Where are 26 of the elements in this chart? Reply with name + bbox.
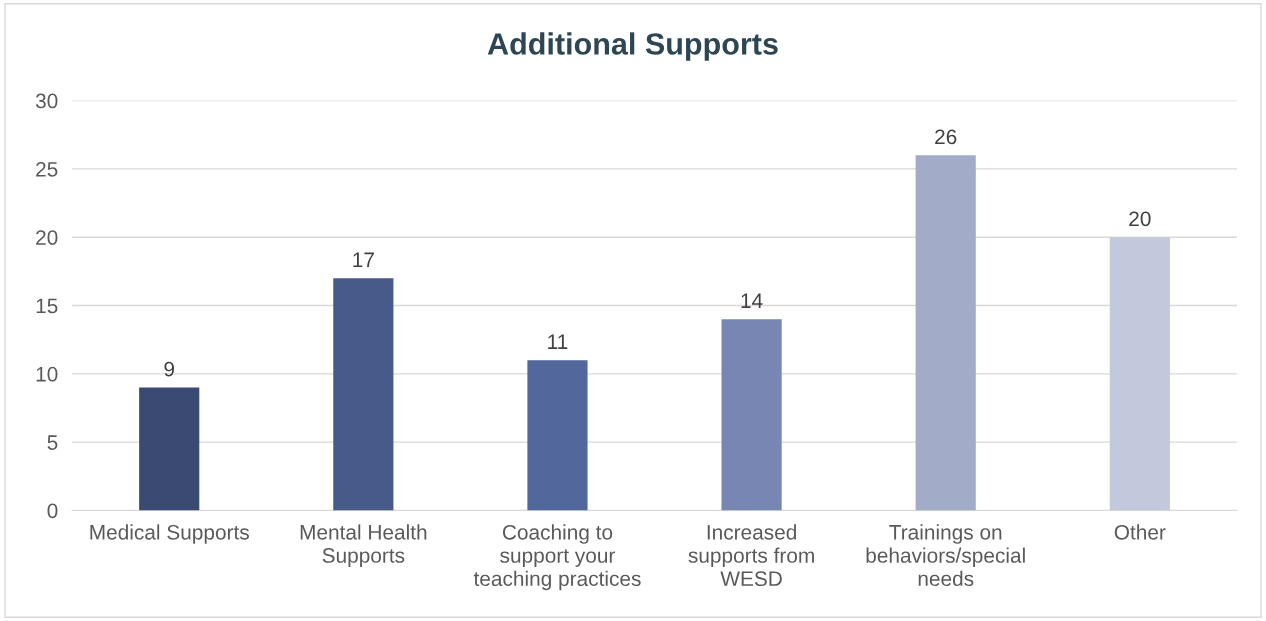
- y-tick-label: 20: [36, 230, 58, 245]
- data-label: 14: [741, 293, 763, 308]
- data-label: 20: [1129, 211, 1151, 227]
- data-label: 11: [548, 334, 568, 349]
- x-tick-label: Increased supports from WESD: [688, 524, 814, 587]
- chart-title: Additional Supports: [487, 32, 778, 61]
- y-tick-label: 25: [36, 161, 58, 177]
- x-tick-label: Mental Health Supports: [300, 524, 427, 567]
- y-tick-label: 0: [47, 503, 58, 519]
- data-label: 9: [164, 361, 175, 377]
- y-tick-label: 30: [35, 93, 58, 109]
- data-label: 17: [353, 252, 374, 267]
- bar: [333, 278, 394, 511]
- bar: [1109, 237, 1170, 511]
- x-tick-label: Coaching to support your teaching practices: [473, 524, 641, 591]
- y-tick-label: 5: [47, 435, 58, 450]
- x-tick-label: Other: [1114, 524, 1166, 540]
- y-tick-label: 15: [36, 298, 58, 314]
- x-tick-label: Trainings on behaviors/special needs: [866, 524, 1025, 587]
- bar: [139, 387, 200, 511]
- bar: [527, 360, 588, 511]
- y-tick-label: 10: [36, 366, 58, 382]
- bar: [721, 319, 782, 511]
- bar: [915, 155, 976, 511]
- data-label: 26: [935, 129, 957, 145]
- x-tick-label: Medical Supports: [90, 524, 249, 544]
